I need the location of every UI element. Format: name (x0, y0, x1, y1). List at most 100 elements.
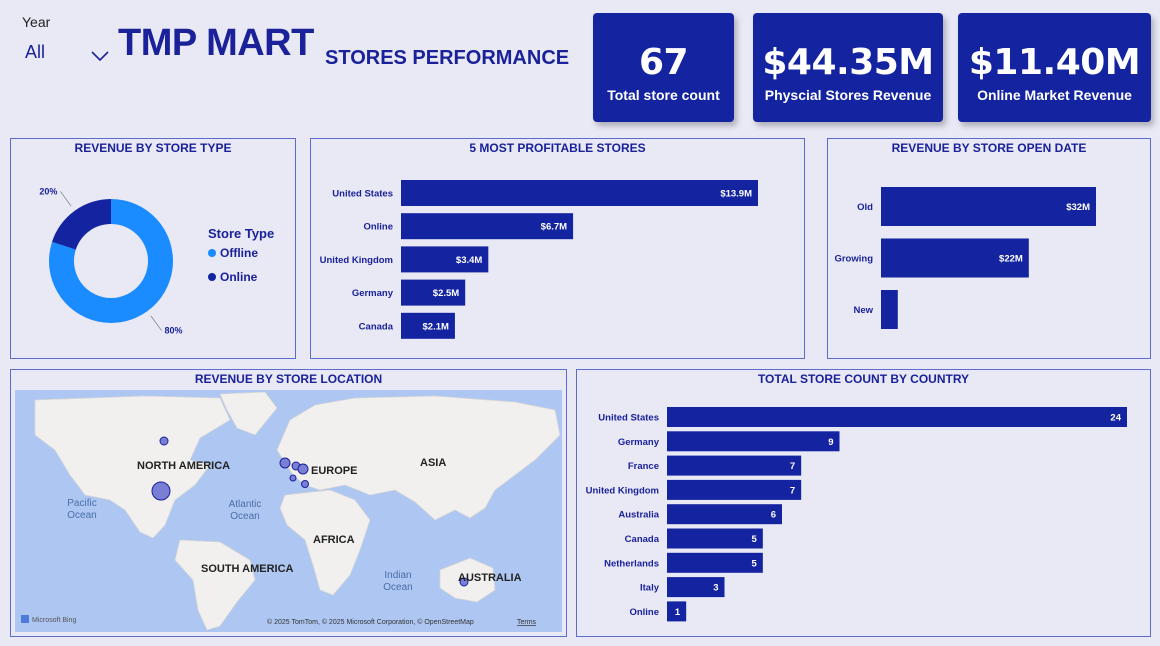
map-label-line: Atlantic (229, 499, 262, 510)
kpi-label: Total store count (607, 87, 720, 103)
map-brand: Microsoft Bing (32, 617, 76, 624)
category-label: Old (857, 202, 873, 213)
category-label: Australia (618, 510, 659, 521)
continent-south-america (174, 539, 256, 631)
data-label: 5 (752, 558, 758, 569)
chart-title: REVENUE BY STORE LOCATION (194, 372, 383, 386)
panel-profitable-stores[interactable]: 5 MOST PROFITABLE STORES United States $1… (310, 138, 805, 359)
map-label-line: Ocean (230, 511, 259, 522)
category-label: Germany (352, 288, 394, 299)
data-label: 24 (1110, 413, 1121, 424)
year-filter-label: Year (22, 14, 51, 30)
donut-slice-offline[interactable] (48, 199, 173, 323)
bar-growing[interactable] (881, 238, 1029, 278)
category-label: New (853, 305, 873, 316)
map-label-north-america: NORTH AMERICA (137, 460, 230, 472)
profitable-stores-chart[interactable]: United States $13.9M Online $6.7M United Kin… (311, 139, 804, 358)
category-label: United States (598, 413, 659, 424)
category-label: United Kingdom (320, 255, 393, 266)
map-label-pacific-ocean: Pacific Ocean (67, 498, 96, 521)
bar-germany[interactable] (401, 279, 466, 306)
data-label: 9 (828, 437, 833, 448)
category-label: Netherlands (604, 558, 659, 569)
map-credit: © 2025 TomTom, © 2025 Microsoft Corporat… (267, 618, 474, 626)
year-filter-value[interactable]: All (25, 42, 46, 62)
category-label: Germany (618, 437, 660, 448)
location-bubble-united-states[interactable] (151, 481, 171, 501)
bar-australia[interactable] (667, 504, 782, 525)
bar-united-kingdom[interactable] (667, 479, 802, 500)
location-bubble-australia[interactable] (459, 577, 469, 587)
panel-open-date[interactable]: REVENUE BY STORE OPEN DATE Old $32M Growin… (827, 138, 1151, 359)
page-title: TMP MART (118, 22, 314, 64)
bar-canada[interactable] (401, 312, 455, 339)
bar-old[interactable] (881, 187, 1096, 226)
map-label-line: Ocean (383, 582, 412, 593)
data-label: 7 (790, 485, 795, 496)
kpi-label: Physcial Stores Revenue (764, 87, 932, 103)
donut-slice-online[interactable] (52, 199, 111, 250)
panel-store-location[interactable]: REVENUE BY STORE LOCATION NORTH AMERICA … (10, 369, 567, 637)
map-label-europe: EUROPE (311, 465, 357, 477)
store-count-chart[interactable]: United States 24 Germany 9 France 7 United Kin… (577, 370, 1150, 636)
data-label: $3.4M (456, 255, 482, 266)
location-bubble-france[interactable] (289, 474, 297, 482)
legend-item-offline[interactable]: Offline (220, 246, 258, 260)
legend-marker-offline (208, 249, 216, 257)
kpi-online-revenue: $11.40M Online Market Revenue (958, 13, 1151, 122)
bar-online[interactable] (667, 601, 687, 622)
data-label-leader (150, 315, 162, 331)
chevron-down-icon[interactable] (90, 50, 110, 62)
page-subtitle: STORES PERFORMANCE (325, 47, 570, 69)
location-bubble-italy[interactable] (301, 480, 309, 488)
bar-netherlands[interactable] (667, 552, 763, 573)
continent-north-america (34, 395, 231, 539)
bar-online[interactable] (401, 213, 574, 240)
panel-store-count-country[interactable]: TOTAL STORE COUNT BY COUNTRY United Stat… (576, 369, 1151, 637)
bar-canada[interactable] (667, 528, 763, 549)
donut-chart[interactable]: Store Type Offline Online 80% 20% (11, 157, 295, 357)
category-label: Canada (359, 321, 394, 332)
world-map[interactable]: NORTH AMERICA EUROPE ASIA AFRICA SOUTH A… (15, 390, 562, 632)
legend-marker-online (208, 273, 216, 281)
kpi-label: Online Market Revenue (977, 87, 1132, 103)
bar-united-kingdom[interactable] (401, 246, 489, 273)
kpi-value: $44.35M (762, 42, 934, 83)
data-label: 5 (752, 534, 758, 545)
kpi-total-store-count: 67 Total store count (593, 13, 734, 122)
data-label: $13.9M (720, 189, 752, 200)
legend-title: Store Type (208, 226, 274, 241)
location-bubble-germany[interactable] (297, 463, 309, 475)
bar-united-states[interactable] (401, 180, 758, 206)
continent-greenland (219, 391, 278, 436)
year-filter[interactable]: Year All (22, 14, 112, 74)
location-bubble-united-kingdom[interactable] (279, 457, 291, 469)
chart-title: REVENUE BY STORE TYPE (74, 141, 232, 155)
legend-item-online[interactable]: Online (220, 270, 258, 284)
bar-new[interactable] (881, 290, 898, 329)
panel-store-type[interactable]: REVENUE BY STORE TYPE Store Type Offline… (10, 138, 296, 359)
bar-italy[interactable] (667, 577, 725, 598)
kpi-value: $11.40M (968, 42, 1141, 83)
bar-germany[interactable] (667, 431, 840, 452)
open-date-chart[interactable]: Old $32M Growing $22M New (828, 139, 1150, 358)
bar-france[interactable] (667, 455, 802, 476)
bar-united-states[interactable] (667, 407, 1127, 427)
map-label-asia: ASIA (420, 457, 446, 469)
location-bubble-canada[interactable] (159, 436, 169, 446)
data-label: 1 (675, 607, 681, 618)
map-terms-link[interactable]: Terms (517, 619, 537, 626)
category-label: United States (332, 189, 393, 200)
data-label: 7 (790, 461, 795, 472)
continent-africa (279, 489, 371, 596)
bing-logo-icon (21, 615, 29, 623)
map-label-line: Pacific (67, 498, 96, 509)
map-label-africa: AFRICA (313, 534, 355, 546)
data-label: 6 (771, 510, 776, 521)
category-label: France (628, 461, 659, 472)
data-label-leader (60, 191, 72, 207)
data-label: $22M (999, 254, 1023, 265)
data-label: 3 (713, 583, 718, 594)
chart-title: TOTAL STORE COUNT BY COUNTRY (757, 372, 970, 386)
map-label-south-america: SOUTH AMERICA (201, 563, 294, 575)
